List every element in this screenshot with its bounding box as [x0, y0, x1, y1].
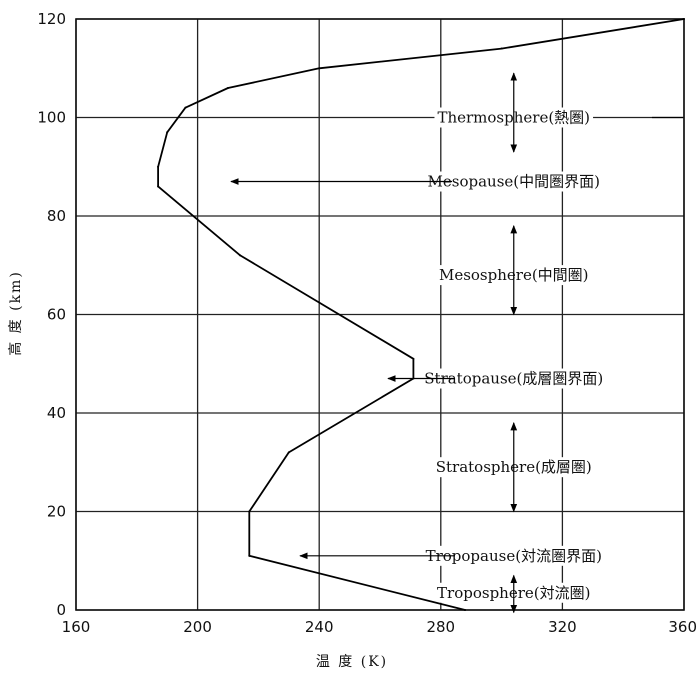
y-tick-label: 20: [47, 503, 66, 521]
annotation-label: Stratopause(成層圏界面): [424, 370, 603, 388]
x-tick-label: 160: [62, 618, 91, 636]
annotation-bg: [424, 171, 603, 192]
annotation-label: Mesopause(中間圏界面): [428, 173, 600, 191]
y-tick-label: 120: [37, 10, 66, 28]
profile-point: [248, 554, 251, 557]
profile-point: [157, 165, 160, 168]
profile-point: [683, 18, 685, 20]
x-axis-label: 温 度 (K): [316, 654, 388, 670]
plot-frame: [75, 18, 685, 611]
annotation-bg: [421, 368, 607, 389]
profile-point: [157, 185, 160, 188]
y-tick-label: 80: [47, 207, 66, 225]
annotation-label: Tropopause(対流圏界面): [426, 547, 602, 565]
annotation-labels: Thermosphere(熱圏)Mesopause(中間圏界面)Mesosphe…: [424, 109, 603, 602]
x-tick-label: 360: [668, 618, 697, 636]
profile-point: [227, 86, 229, 89]
x-tick-label: 320: [548, 618, 577, 636]
profile-point: [500, 47, 503, 50]
profile-point: [166, 131, 169, 134]
y-tick-labels: 0 20 40 60 80 100 120: [37, 10, 66, 619]
x-tick-label: 240: [305, 618, 334, 636]
profile-point: [239, 254, 242, 257]
annotation-bg: [422, 545, 605, 566]
y-tick-label: 100: [37, 109, 66, 127]
y-tick-label: 40: [47, 404, 66, 422]
x-tick-labels: 160 200 240 280 320 360: [62, 618, 697, 636]
profile-point: [248, 510, 251, 513]
x-tick-label: 280: [426, 618, 455, 636]
series-layer: [157, 18, 685, 611]
profile-point: [464, 609, 467, 611]
profile-point: [318, 67, 321, 70]
x-tick-label: 200: [183, 618, 212, 636]
profile-point: [287, 451, 290, 454]
profile-point: [412, 357, 415, 360]
annotations: Thermosphere(熱圏)Mesopause(中間圏界面)Mesosphe…: [230, 72, 683, 614]
y-tick-label: 0: [56, 601, 66, 619]
y-axis-label: 高 度 (km): [7, 270, 24, 356]
profile-point: [412, 377, 415, 380]
y-tick-label: 60: [47, 306, 66, 324]
profile-point: [184, 106, 187, 109]
